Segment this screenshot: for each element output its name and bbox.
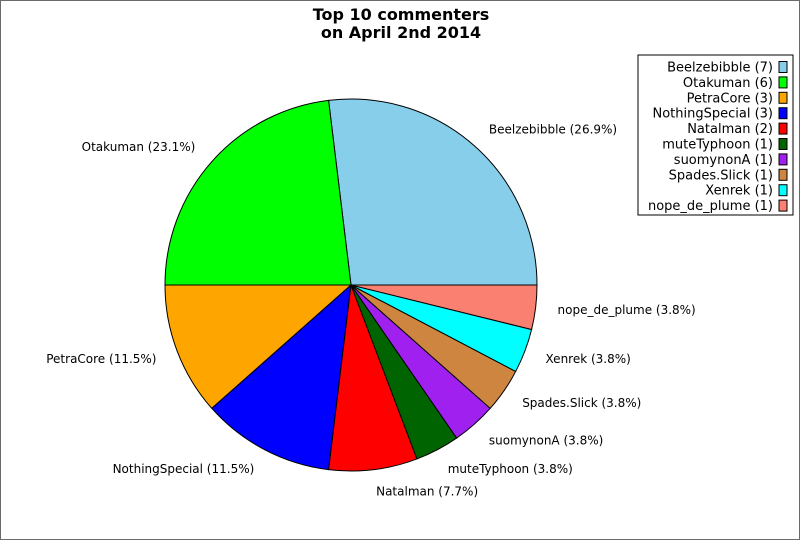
slice-label-nothingspecial: NothingSpecial (11.5%): [113, 462, 255, 476]
slice-labels: Beelzebibble (26.9%) Otakuman (23.1%) Petr…: [46, 122, 696, 498]
legend-swatch-natalman: [778, 122, 788, 135]
legend-swatch-petracore: [778, 91, 788, 104]
legend-label-nothingspecial: NothingSpecial (3): [652, 107, 773, 122]
slice-label-mutetyphoon: muteTyphoon (3.8%): [448, 462, 573, 476]
pie-slice-petracore: [164, 284, 353, 410]
slice-label-natalman: Natalman (7.7%): [376, 485, 478, 499]
slice-label-xenrek: Xenrek (3.8%): [546, 352, 631, 366]
legend-label-xenrek: Xenrek (1): [705, 184, 773, 199]
legend-label-nope-de-plume: nope_de_plume (1): [648, 199, 773, 214]
pie-slices: [164, 98, 538, 472]
legend: Beelzebibble (7)Otakuman (6)PetraCore (3…: [637, 54, 794, 216]
pie-slice-beelzebibble: [328, 98, 538, 286]
legend-label-beelzebibble: Beelzebibble (7): [667, 61, 773, 76]
pie-slice-nothingspecial: [211, 283, 352, 471]
slice-label-suomynona: suomynonA (3.8%): [489, 434, 603, 448]
legend-swatch-spades-slick: [778, 168, 788, 181]
legend-label-mutetyphoon: muteTyphoon (1): [662, 138, 773, 153]
legend-label-otakuman: Otakuman (6): [683, 76, 773, 91]
slice-label-beelzebibble: Beelzebibble (26.9%): [489, 122, 617, 136]
legend-swatch-mutetyphoon: [778, 138, 788, 150]
pie-slice-nope-de-plume: [350, 284, 538, 331]
legend-swatch-nothingspecial: [778, 107, 788, 120]
legend-label-petracore: PetraCore (3): [687, 91, 773, 106]
slice-label-otakuman: Otakuman (23.1%): [82, 140, 196, 154]
legend-swatch-suomynona: [778, 153, 788, 166]
chart-title-line-2: on April 2nd 2014: [321, 23, 481, 42]
legend-swatch-xenrek: [778, 184, 788, 197]
legend-label-suomynona: suomynonA (1): [674, 153, 773, 168]
slice-label-spades-slick: Spades.Slick (3.8%): [522, 396, 641, 410]
slice-label-petracore: PetraCore (11.5%): [46, 352, 156, 366]
slice-label-nope-de-plume: nope_de_plume (3.8%): [558, 303, 696, 317]
pie-slice-otakuman: [164, 99, 352, 286]
legend-label-spades-slick: Spades.Slick (1): [669, 168, 773, 183]
legend-label-natalman: Natalman (2): [687, 122, 773, 137]
legend-swatch-otakuman: [778, 76, 788, 89]
legend-swatch-nope-de-plume: [778, 199, 788, 212]
chart-title-line-1: Top 10 commenters: [313, 5, 490, 24]
legend-box: [637, 54, 794, 216]
legend-swatch-beelzebibble: [778, 61, 788, 73]
